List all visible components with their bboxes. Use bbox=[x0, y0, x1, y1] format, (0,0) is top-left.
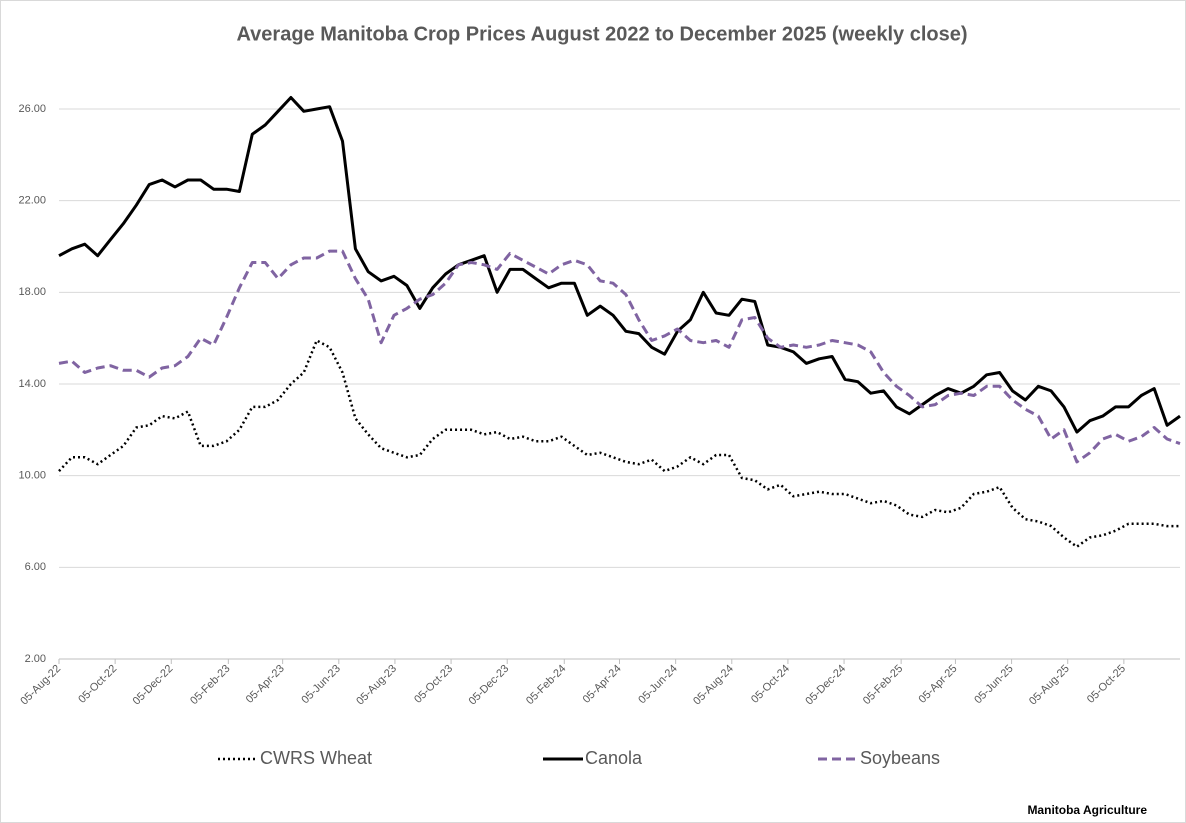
legend-label: CWRS Wheat bbox=[260, 748, 372, 768]
y-tick-label: 22.00 bbox=[18, 195, 46, 207]
y-tick-label: 14.00 bbox=[18, 378, 46, 390]
series-line bbox=[58, 339, 1180, 548]
y-tick-label: 2.00 bbox=[25, 653, 46, 665]
legend-label: Soybeans bbox=[860, 748, 940, 768]
y-tick-label: 10.00 bbox=[18, 470, 46, 482]
legend-label: Canola bbox=[585, 748, 643, 768]
y-tick-label: 18.00 bbox=[18, 286, 46, 298]
series-line bbox=[58, 249, 1181, 464]
series-line bbox=[58, 96, 1181, 434]
chart-title: Average Manitoba Crop Prices August 2022… bbox=[236, 23, 967, 45]
source: Manitoba Agriculture bbox=[1027, 803, 1147, 817]
y-tick-label: 26.00 bbox=[18, 103, 46, 115]
y-tick-label: 6.00 bbox=[25, 561, 46, 573]
